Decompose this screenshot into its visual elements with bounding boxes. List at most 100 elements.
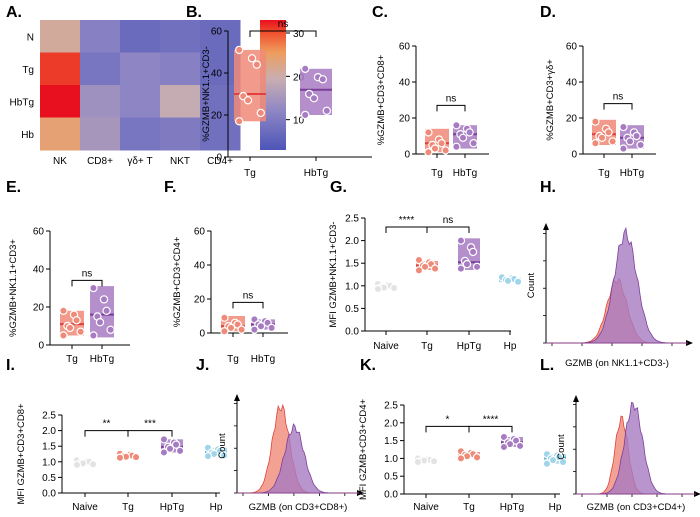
heatmap-cell xyxy=(160,117,201,151)
data-point xyxy=(159,435,169,444)
data-point xyxy=(468,247,478,257)
data-point xyxy=(413,457,423,467)
heatmap-cell xyxy=(80,85,121,118)
data-point xyxy=(165,444,175,453)
y-tick-label: 0.5 xyxy=(384,472,398,483)
significance-bracket xyxy=(426,226,470,234)
y-tick-label: 60 xyxy=(33,227,45,238)
data-point xyxy=(131,452,141,462)
data-point xyxy=(414,266,424,275)
data-point xyxy=(309,93,319,103)
significance-label: ns xyxy=(446,93,457,104)
y-tick-label: 40 xyxy=(399,78,411,89)
heatmap-cell xyxy=(160,52,201,86)
plots-layer: N Tg HbTg Hb NK CD8+ γδ+ T NKT CD4+ 10 20 30 0 20 40 60… xyxy=(8,19,700,513)
y-tick-label: 20 xyxy=(33,303,45,314)
panel-label: H. xyxy=(540,179,556,196)
y-tick-label: 60 xyxy=(194,227,206,238)
data-point xyxy=(322,106,331,116)
data-point xyxy=(437,138,446,148)
data-point xyxy=(252,60,261,69)
data-point xyxy=(452,142,461,151)
data-point xyxy=(72,460,82,470)
group-label: Naive xyxy=(72,502,98,513)
x-axis-label: GZMB (on NK1.1+CD3-) xyxy=(565,358,669,369)
data-point xyxy=(88,460,98,469)
panel-label: E. xyxy=(6,179,21,196)
significance-label: ** xyxy=(103,419,111,430)
group-label: Hp xyxy=(549,502,562,513)
heatmap-row-label: HbTg xyxy=(10,97,34,108)
data-point xyxy=(102,306,111,315)
heatmap-cell xyxy=(120,117,161,151)
heatmap-cell xyxy=(200,20,241,53)
heatmap-cell xyxy=(80,52,121,86)
data-point xyxy=(115,453,125,462)
heatmap-cell xyxy=(160,85,201,118)
data-point xyxy=(548,455,558,465)
data-point xyxy=(465,128,474,137)
y-axis-label: %GZMB+CD3+CD4+ xyxy=(172,236,183,327)
data-point xyxy=(220,327,229,336)
data-point xyxy=(237,325,246,334)
y-tick-label: 2.0 xyxy=(384,418,398,429)
heatmap-cell xyxy=(40,20,81,53)
data-point xyxy=(619,144,628,153)
y-tick-label: 0 xyxy=(404,150,410,161)
y-tick-label: 2.0 xyxy=(345,236,359,247)
data-point xyxy=(513,277,523,286)
data-point xyxy=(389,283,399,293)
y-axis-label: %GZMB+CD3+γδ+ xyxy=(545,59,556,141)
heatmap-cell xyxy=(120,85,161,118)
group-label: Hp xyxy=(210,502,223,513)
heatmap-cell xyxy=(40,85,81,118)
y-tick-label: 2.5 xyxy=(384,401,398,412)
data-point xyxy=(89,283,98,293)
data-point xyxy=(72,316,81,325)
colorbar-tick-label: 20 xyxy=(293,72,305,83)
panel-label: C. xyxy=(372,4,388,21)
group-label: HbTg xyxy=(304,168,328,179)
group-label: Tg xyxy=(431,168,443,179)
significance-bracket xyxy=(436,104,466,112)
data-point xyxy=(256,322,266,331)
y-axis-arrow xyxy=(573,395,579,402)
data-point xyxy=(591,138,600,148)
data-point xyxy=(171,440,181,449)
group-label: HpTg xyxy=(500,502,524,513)
group-label: Tg xyxy=(244,168,256,179)
y-tick-label: 1.0 xyxy=(384,454,398,465)
data-point xyxy=(441,146,450,155)
significance-label: * xyxy=(446,414,450,425)
y-tick-label: 20 xyxy=(194,295,206,306)
data-point xyxy=(318,75,327,84)
data-point xyxy=(591,117,600,126)
data-point xyxy=(76,327,85,336)
data-point xyxy=(462,259,472,269)
data-point xyxy=(301,110,310,120)
y-tick-label: 20 xyxy=(211,111,223,122)
data-point xyxy=(499,442,509,452)
group-label: Naive xyxy=(373,341,399,352)
panel-label: A. xyxy=(6,4,22,21)
data-point xyxy=(472,262,482,272)
data-point xyxy=(256,108,265,118)
y-tick-label: 0 xyxy=(199,329,205,340)
significance-bracket xyxy=(71,279,103,287)
data-point xyxy=(414,255,424,265)
significance-bracket xyxy=(385,226,428,234)
data-point xyxy=(424,147,433,157)
y-axis-label: %GZMB+CD3+CD8+ xyxy=(376,54,387,145)
heatmap-cell xyxy=(80,117,121,151)
y-tick-label: 40 xyxy=(33,265,45,276)
data-point xyxy=(429,457,439,466)
heatmap-cell xyxy=(200,117,241,151)
significance-bracket xyxy=(603,103,633,110)
histogram-series xyxy=(546,226,688,344)
significance-bracket xyxy=(232,301,264,309)
data-point xyxy=(430,264,440,273)
heatmap-cell xyxy=(40,117,81,151)
heatmap-col-label: NK xyxy=(53,156,67,167)
y-tick-label: 60 xyxy=(399,42,411,53)
data-point xyxy=(65,323,75,333)
